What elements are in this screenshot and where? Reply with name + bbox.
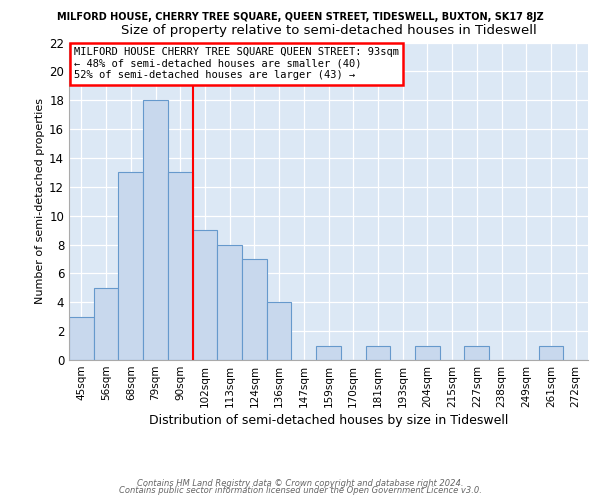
Text: MILFORD HOUSE CHERRY TREE SQUARE QUEEN STREET: 93sqm
← 48% of semi-detached hous: MILFORD HOUSE CHERRY TREE SQUARE QUEEN S… (74, 48, 399, 80)
Bar (168, 172, 193, 360)
Bar (242, 259, 267, 360)
Bar (94, 288, 118, 360)
Text: Contains HM Land Registry data © Crown copyright and database right 2024.: Contains HM Land Registry data © Crown c… (137, 478, 463, 488)
Title: Size of property relative to semi-detached houses in Tideswell: Size of property relative to semi-detach… (121, 24, 536, 37)
Bar (415, 346, 440, 360)
Bar (267, 302, 292, 360)
Bar (316, 346, 341, 360)
Bar (539, 346, 563, 360)
Text: MILFORD HOUSE, CHERRY TREE SQUARE, QUEEN STREET, TIDESWELL, BUXTON, SK17 8JZ: MILFORD HOUSE, CHERRY TREE SQUARE, QUEEN… (56, 12, 544, 22)
Bar (118, 172, 143, 360)
Text: Contains public sector information licensed under the Open Government Licence v3: Contains public sector information licen… (119, 486, 481, 495)
Bar (193, 230, 217, 360)
Bar (143, 100, 168, 360)
Y-axis label: Number of semi-detached properties: Number of semi-detached properties (35, 98, 45, 304)
X-axis label: Distribution of semi-detached houses by size in Tideswell: Distribution of semi-detached houses by … (149, 414, 508, 427)
Bar (217, 244, 242, 360)
Bar (464, 346, 489, 360)
Bar (69, 316, 94, 360)
Bar (365, 346, 390, 360)
